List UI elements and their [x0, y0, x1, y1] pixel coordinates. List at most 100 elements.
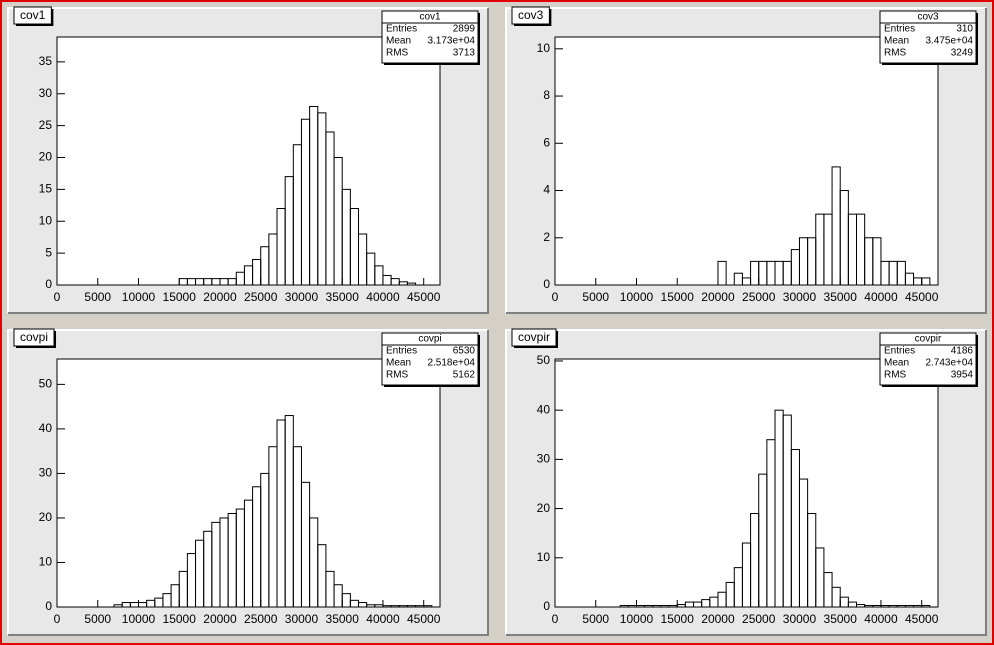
- x-tick-label: 35000: [824, 290, 858, 304]
- y-tick-label: 0: [45, 277, 52, 291]
- stats-value: 2899: [453, 24, 476, 35]
- y-tick-label: 0: [543, 599, 550, 613]
- stats-label: Entries: [386, 346, 417, 357]
- stats-value: 4186: [951, 346, 974, 357]
- pad-bevel-dark: [506, 8, 987, 314]
- x-tick-label: 0: [54, 612, 61, 626]
- x-tick-label: 15000: [163, 612, 197, 626]
- x-tick-label: 10000: [122, 290, 156, 304]
- x-tick-label: 45000: [407, 290, 441, 304]
- title-box: [13, 328, 55, 347]
- stats-box: [879, 332, 977, 386]
- frame-border: [56, 358, 441, 608]
- x-tick-label: 40000: [366, 290, 400, 304]
- stats-box: [381, 10, 479, 64]
- stats-label: Mean: [884, 36, 909, 47]
- x-tick-label: 20000: [203, 612, 237, 626]
- stats-box: [879, 10, 977, 64]
- stats-label: Entries: [386, 24, 417, 35]
- frame-border: [554, 36, 939, 286]
- stats-value: 6530: [453, 346, 476, 357]
- x-tick-label: 35000: [326, 290, 360, 304]
- x-tick-label: 30000: [783, 290, 817, 304]
- pad-bevel-light: [7, 329, 488, 635]
- x-tick-label: 30000: [285, 290, 319, 304]
- x-tick-label: 0: [54, 290, 61, 304]
- stats-value: 5162: [453, 370, 476, 381]
- y-tick-label: 0: [45, 599, 52, 613]
- x-tick-label: 25000: [742, 290, 776, 304]
- y-tick-label: 35: [39, 54, 53, 68]
- stats-label: RMS: [884, 370, 907, 381]
- stats-name: cov1: [419, 12, 441, 23]
- x-tick-label: 45000: [905, 612, 939, 626]
- y-tick-label: 20: [537, 501, 551, 515]
- y-tick-label: 15: [39, 182, 53, 196]
- x-tick-label: 25000: [244, 290, 278, 304]
- pad: 0 5000 10000 15000 20000 25000 30000 35000 40000…: [7, 6, 489, 314]
- pad: 0 5000 10000 15000 20000 25000 30000 35000 40000…: [505, 328, 987, 636]
- x-tick-label: 15000: [661, 612, 695, 626]
- x-tick-label: 0: [552, 612, 559, 626]
- y-tick-label: 6: [543, 135, 550, 149]
- stats-box: [381, 332, 479, 386]
- x-tick-label: 40000: [864, 612, 898, 626]
- stats-label: Mean: [386, 36, 411, 47]
- y-tick-label: 2: [543, 230, 550, 244]
- y-tick-label: 30: [537, 452, 551, 466]
- x-tick-label: 15000: [163, 290, 197, 304]
- y-tick-label: 20: [39, 510, 53, 524]
- y-tick-label: 10: [39, 555, 53, 569]
- x-tick-label: 0: [552, 290, 559, 304]
- y-tick-label: 40: [537, 402, 551, 416]
- x-tick-label: 15000: [661, 290, 695, 304]
- stats-name: covpir: [915, 334, 942, 345]
- frame: [555, 359, 938, 607]
- pad-bevel-light: [7, 7, 488, 313]
- frame-border: [554, 358, 939, 608]
- frame: [57, 37, 440, 285]
- y-tick-label: 40: [39, 421, 53, 435]
- stats-value: 3.475e+04: [925, 36, 973, 47]
- y-tick-label: 8: [543, 88, 550, 102]
- stats-label: Entries: [884, 346, 915, 357]
- title-box: [13, 6, 52, 25]
- x-tick-label: 10000: [620, 612, 654, 626]
- x-tick-label: 20000: [203, 290, 237, 304]
- y-tick-label: 25: [39, 118, 53, 132]
- y-tick-label: 50: [537, 353, 551, 367]
- stats-value: 3713: [453, 48, 476, 59]
- stats-value: 3.173e+04: [427, 36, 475, 47]
- pad-bevel-dark: [506, 330, 987, 636]
- stats-value: 310: [956, 24, 973, 35]
- stats-value: 3249: [951, 48, 974, 59]
- stats-label: Mean: [386, 358, 411, 369]
- x-tick-label: 45000: [905, 290, 939, 304]
- frame-border: [56, 36, 441, 286]
- y-tick-label: 30: [39, 86, 53, 100]
- x-tick-label: 5000: [582, 612, 609, 626]
- x-tick-label: 35000: [824, 612, 858, 626]
- y-tick-label: 10: [537, 41, 551, 55]
- pad-bevel-light: [505, 329, 986, 635]
- stats-value: 2.518e+04: [427, 358, 475, 369]
- x-tick-label: 5000: [84, 612, 111, 626]
- x-tick-label: 5000: [582, 290, 609, 304]
- x-tick-label: 10000: [620, 290, 654, 304]
- stats-value: 3954: [951, 370, 974, 381]
- y-tick-label: 20: [39, 150, 53, 164]
- stats-name: covpi: [418, 334, 441, 345]
- x-tick-label: 25000: [244, 612, 278, 626]
- stats-value: 2.743e+04: [925, 358, 973, 369]
- x-tick-label: 30000: [783, 612, 817, 626]
- x-tick-label: 45000: [407, 612, 441, 626]
- y-tick-label: 10: [537, 550, 551, 564]
- stats-label: RMS: [386, 48, 409, 59]
- pad-bevel-light: [505, 7, 986, 313]
- x-tick-label: 20000: [701, 290, 735, 304]
- pad-title: cov1: [20, 8, 46, 22]
- x-tick-label: 30000: [285, 612, 319, 626]
- y-tick-label: 0: [543, 277, 550, 291]
